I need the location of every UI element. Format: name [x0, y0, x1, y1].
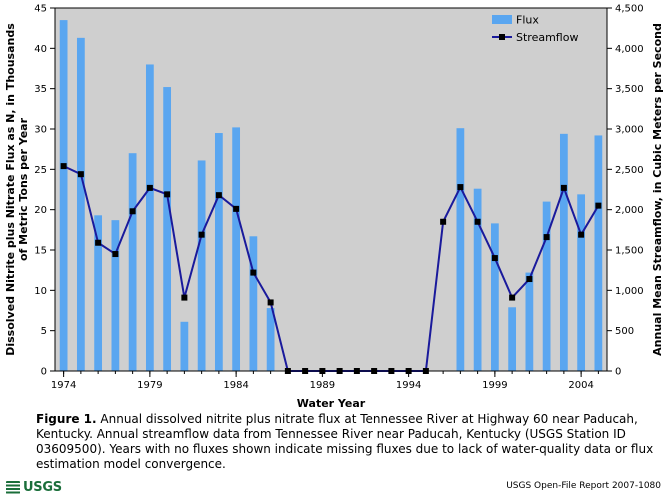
streamflow-marker — [146, 184, 153, 191]
streamflow-marker — [595, 202, 602, 209]
streamflow-marker — [267, 299, 274, 306]
left-axis-tick-label: 30 — [34, 125, 47, 136]
streamflow-marker — [560, 184, 567, 191]
x-axis-tick-label: 1984 — [223, 380, 248, 391]
streamflow-marker — [77, 171, 84, 178]
figure-label: Figure 1. — [36, 412, 97, 426]
right-axis-tick-label: 0 — [615, 367, 621, 378]
streamflow-marker — [95, 239, 102, 246]
flux-bar — [111, 220, 120, 371]
left-axis-tick-label: 25 — [34, 165, 47, 176]
flux-bar — [508, 307, 517, 371]
right-axis-tick-label: 4,500 — [615, 4, 644, 15]
left-axis-tick-label: 45 — [34, 4, 47, 15]
x-axis-tick-label: 1974 — [51, 380, 76, 391]
left-axis-tick-label: 15 — [34, 246, 47, 257]
streamflow-marker — [491, 255, 498, 262]
streamflow-marker — [112, 251, 119, 258]
legend-streamflow-label: Streamflow — [516, 31, 578, 44]
x-axis-tick-label: 1979 — [137, 380, 162, 391]
streamflow-marker — [198, 231, 205, 238]
flux-bar — [94, 215, 103, 371]
streamflow-marker — [164, 191, 171, 198]
flux-bar — [76, 37, 85, 371]
flux-bar — [145, 64, 154, 371]
left-axis-title: Dissolved Nitrite plus Nitrate Flux as N… — [4, 23, 30, 356]
x-axis-tick-label: 1999 — [482, 380, 507, 391]
flux-bar — [490, 223, 499, 371]
flux-bar — [594, 135, 603, 371]
usgs-logo: USGS — [6, 478, 62, 496]
usgs-wave-icon — [6, 480, 20, 494]
caption-text: Annual dissolved nitrite plus nitrate fl… — [36, 412, 654, 471]
streamflow-marker — [129, 208, 136, 215]
right-axis-tick-label: 1,000 — [615, 286, 644, 297]
x-axis-tick-label: 1989 — [310, 380, 335, 391]
streamflow-marker — [509, 294, 516, 301]
x-axis-tick-label: 1994 — [396, 380, 421, 391]
left-axis-tick-label: 40 — [34, 44, 47, 55]
right-axis-tick-label: 1,500 — [615, 246, 644, 257]
flux-bar — [59, 20, 68, 371]
legend-flux-label: Flux — [516, 14, 539, 27]
streamflow-marker — [457, 184, 464, 191]
right-axis-tick-label: 2,500 — [615, 165, 644, 176]
right-axis-tick-label: 4,000 — [615, 44, 644, 55]
right-axis-tick-label: 3,500 — [615, 84, 644, 95]
right-axis-tick-label: 500 — [615, 326, 634, 337]
flux-bar — [197, 160, 206, 371]
streamflow-marker — [578, 231, 585, 238]
left-axis-tick-label: 0 — [41, 367, 47, 378]
right-axis-title: Annual Mean Streamflow, in Cubic Meters … — [651, 23, 664, 356]
streamflow-marker — [215, 192, 222, 199]
streamflow-marker — [474, 218, 481, 225]
flux-bar — [266, 308, 275, 371]
flux-bar — [559, 133, 568, 371]
flux-bar — [214, 133, 223, 371]
streamflow-marker — [440, 218, 447, 225]
chart: 0 5 10 15 20 25 30 35 40 45 0 500 1,000 1,500 2,000 2,5… — [4, 4, 664, 411]
plot-area — [55, 8, 607, 371]
flux-bar — [525, 272, 534, 371]
flux-bar — [577, 194, 586, 371]
left-axis-tick-label: 35 — [34, 84, 47, 95]
streamflow-marker — [60, 163, 67, 170]
legend-flux-swatch — [492, 15, 512, 24]
flux-bar — [456, 128, 465, 371]
left-axis-tick-label: 20 — [34, 205, 47, 216]
flux-bar — [473, 188, 482, 371]
x-axis-title: Water Year — [297, 397, 366, 410]
flux-bar — [180, 321, 189, 371]
streamflow-marker — [543, 234, 550, 241]
streamflow-marker — [526, 276, 533, 283]
right-axis-tick-label: 2,000 — [615, 205, 644, 216]
streamflow-marker — [181, 294, 188, 301]
streamflow-marker — [250, 269, 257, 276]
flux-bar — [232, 127, 241, 372]
plot-border — [54, 7, 608, 372]
streamflow-marker — [233, 205, 240, 212]
legend-streamflow-marker — [499, 34, 505, 40]
right-axis-tick-label: 3,000 — [615, 125, 644, 136]
report-id: USGS Open-File Report 2007-1080 — [506, 481, 661, 491]
x-axis-tick-label: 2004 — [568, 380, 593, 391]
flux-bar — [249, 236, 258, 371]
left-axis-tick-label: 10 — [34, 286, 47, 297]
figure-caption: Figure 1. Annual dissolved nitrite plus … — [36, 412, 656, 472]
flux-bar — [128, 153, 137, 371]
usgs-logo-text: USGS — [23, 479, 62, 495]
left-axis-tick-label: 5 — [41, 326, 47, 337]
flux-bar — [542, 201, 551, 371]
flux-bar — [163, 87, 172, 371]
